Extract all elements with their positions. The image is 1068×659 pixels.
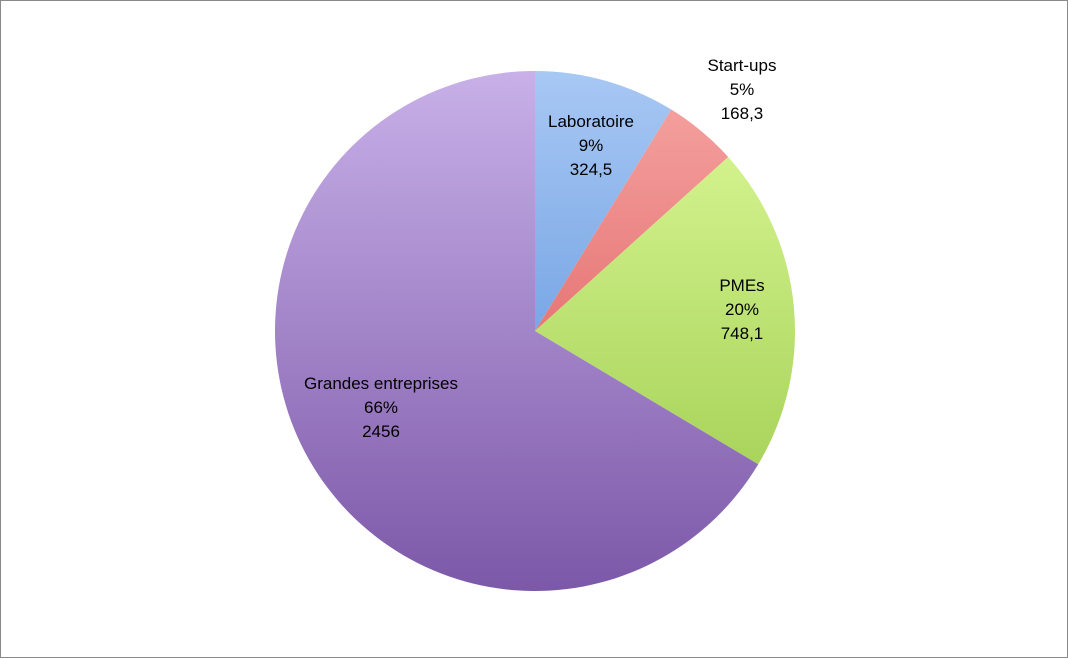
slice-percent: 66% (364, 398, 398, 417)
slice-percent: 5% (730, 80, 755, 99)
pie-slice-laboratoire (535, 71, 672, 331)
pie-labels: Laboratoire 9% 324,5 Start-ups 5% 168,3 PMEs 20… (304, 56, 777, 441)
slice-label: Laboratoire (548, 112, 634, 131)
pie-slice-start-ups (535, 109, 729, 331)
slice-percent: 9% (579, 136, 604, 155)
slice-percent: 20% (725, 300, 759, 319)
slice-value: 2456 (362, 422, 400, 441)
slice-value: 168,3 (721, 104, 764, 123)
pie-slices (274, 71, 795, 591)
slice-value: 748,1 (721, 324, 764, 343)
slice-label: Grandes entreprises (304, 374, 458, 393)
slice-label: PMEs (719, 276, 764, 295)
slice-label: Start-ups (708, 56, 777, 75)
pie-slice-grandes-entreprises (274, 71, 759, 591)
pie-slice-pmes (535, 156, 795, 465)
slice-value: 324,5 (570, 160, 613, 179)
